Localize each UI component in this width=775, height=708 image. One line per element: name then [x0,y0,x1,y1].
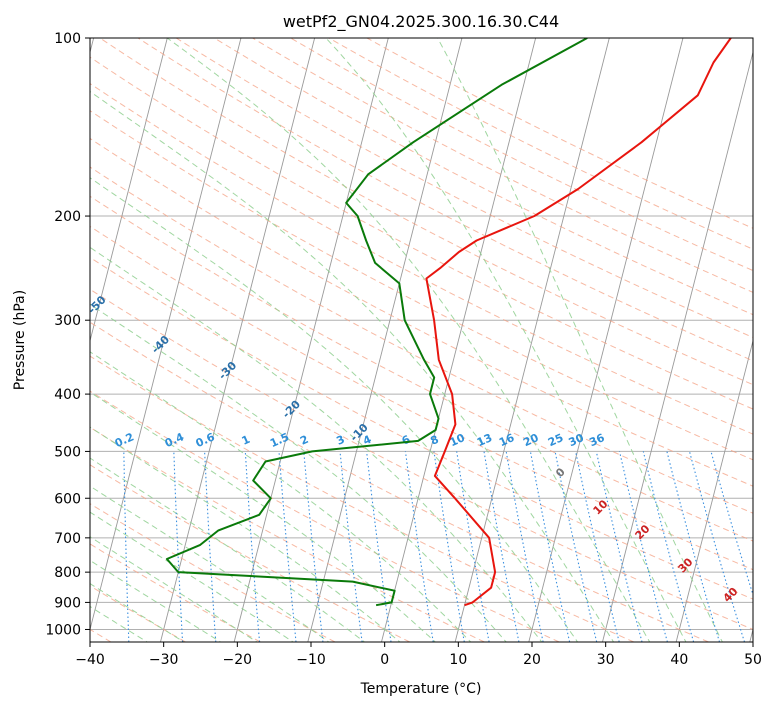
dry-adiabat-line [90,195,753,542]
isotherm-line [454,38,610,642]
dry-adiabat-line [90,83,753,435]
dry-adiabat-line [90,110,753,461]
mixing-ratio-label: 25 [546,431,565,449]
mixing-ratio-line [529,451,571,642]
mixing-ratio-line [595,451,643,642]
dry-adiabat-line [90,256,753,600]
isotherm-line [160,38,316,642]
y-tick-label: 100 [54,31,81,47]
y-tick-label: 800 [54,565,81,581]
x-tick-label: 40 [670,652,688,668]
dry-adiabat-line [90,225,753,571]
x-tick-label: −10 [296,652,326,668]
moist-adiabat-line [90,559,222,642]
mixing-ratio-line [456,451,490,642]
x-tick-label: 10 [449,652,467,668]
x-tick-label: −30 [149,652,179,668]
isotherm-line [528,38,684,642]
mixing-ratio-line [483,451,520,642]
moist-adiabat-line [90,177,579,642]
y-axis-label: Pressure (hPa) [12,290,28,390]
mixing-ratio-line [505,451,544,642]
x-tick-label: 30 [597,652,615,668]
moist-adiabat-line [90,536,258,642]
isotherm-line [675,339,753,642]
mixing-ratio-line [339,451,363,642]
isotherm-line [233,38,389,642]
mixing-ratio-label: 30 [567,431,587,449]
y-tick-label: 700 [54,531,81,547]
x-tick-label: −40 [75,652,105,668]
plot-area: 0.10.20.40.611.52346810131620253036-100-… [90,38,753,642]
dewpoint-profile-line [165,38,588,607]
y-tick-label: 400 [54,387,81,403]
y-tick-label: 600 [54,491,81,507]
moist-adiabat-line [90,391,437,642]
moist-adiabat-line [90,485,330,642]
mixing-ratio-label: 16 [497,431,517,449]
mixing-ratio-line [642,451,695,642]
x-tick-label: −20 [223,652,253,668]
isotherm-line [602,50,753,642]
isotherm-line [90,38,242,632]
mixing-ratio-line [433,451,465,642]
mixing-ratio-label: 10 [448,431,468,449]
y-tick-label: 1000 [45,622,81,638]
dry-adiabat-line [90,321,709,642]
temperature-profile-line [425,38,732,607]
mixing-ratio-label: 36 [587,431,607,449]
y-tick-label: 500 [54,444,81,460]
y-tick-label: 200 [54,209,81,225]
mixing-ratio-line [366,451,392,642]
mixing-ratio-line [666,451,721,642]
y-tick-label: 900 [54,595,81,611]
mixing-ratio-line [554,451,598,642]
moist-adiabat-line [90,511,295,642]
mixing-ratio-line [575,451,620,642]
moist-adiabat-line [90,457,366,642]
mixing-ratio-line [404,451,434,642]
plot-frame [89,37,754,643]
dry-adiabat-line [90,166,753,514]
chart-title: wetPf2_GN04.2025.300.16.30.C44 [283,12,559,32]
y-tick-label: 300 [54,313,81,329]
x-tick-label: 50 [744,652,762,668]
x-tick-label: 20 [523,652,541,668]
moist-adiabat-line [90,90,615,642]
moist-adiabat-line [437,38,723,642]
isotherm-line [381,38,537,642]
mixing-ratio-label: 13 [475,431,494,449]
moist-adiabat-line [325,38,687,642]
dry-adiabat-line [90,288,753,630]
mixing-ratio-line [688,451,746,642]
mixing-ratio-line [618,451,668,642]
axes-layer: −40 −30 −20 −10 0 10 20 30 40 50 100 200 300 400 500 60… [45,31,762,668]
x-axis-label: Temperature (°C) [360,681,482,697]
mixing-ratio-label: 20 [521,431,541,449]
x-tick-label: 0 [380,652,389,668]
